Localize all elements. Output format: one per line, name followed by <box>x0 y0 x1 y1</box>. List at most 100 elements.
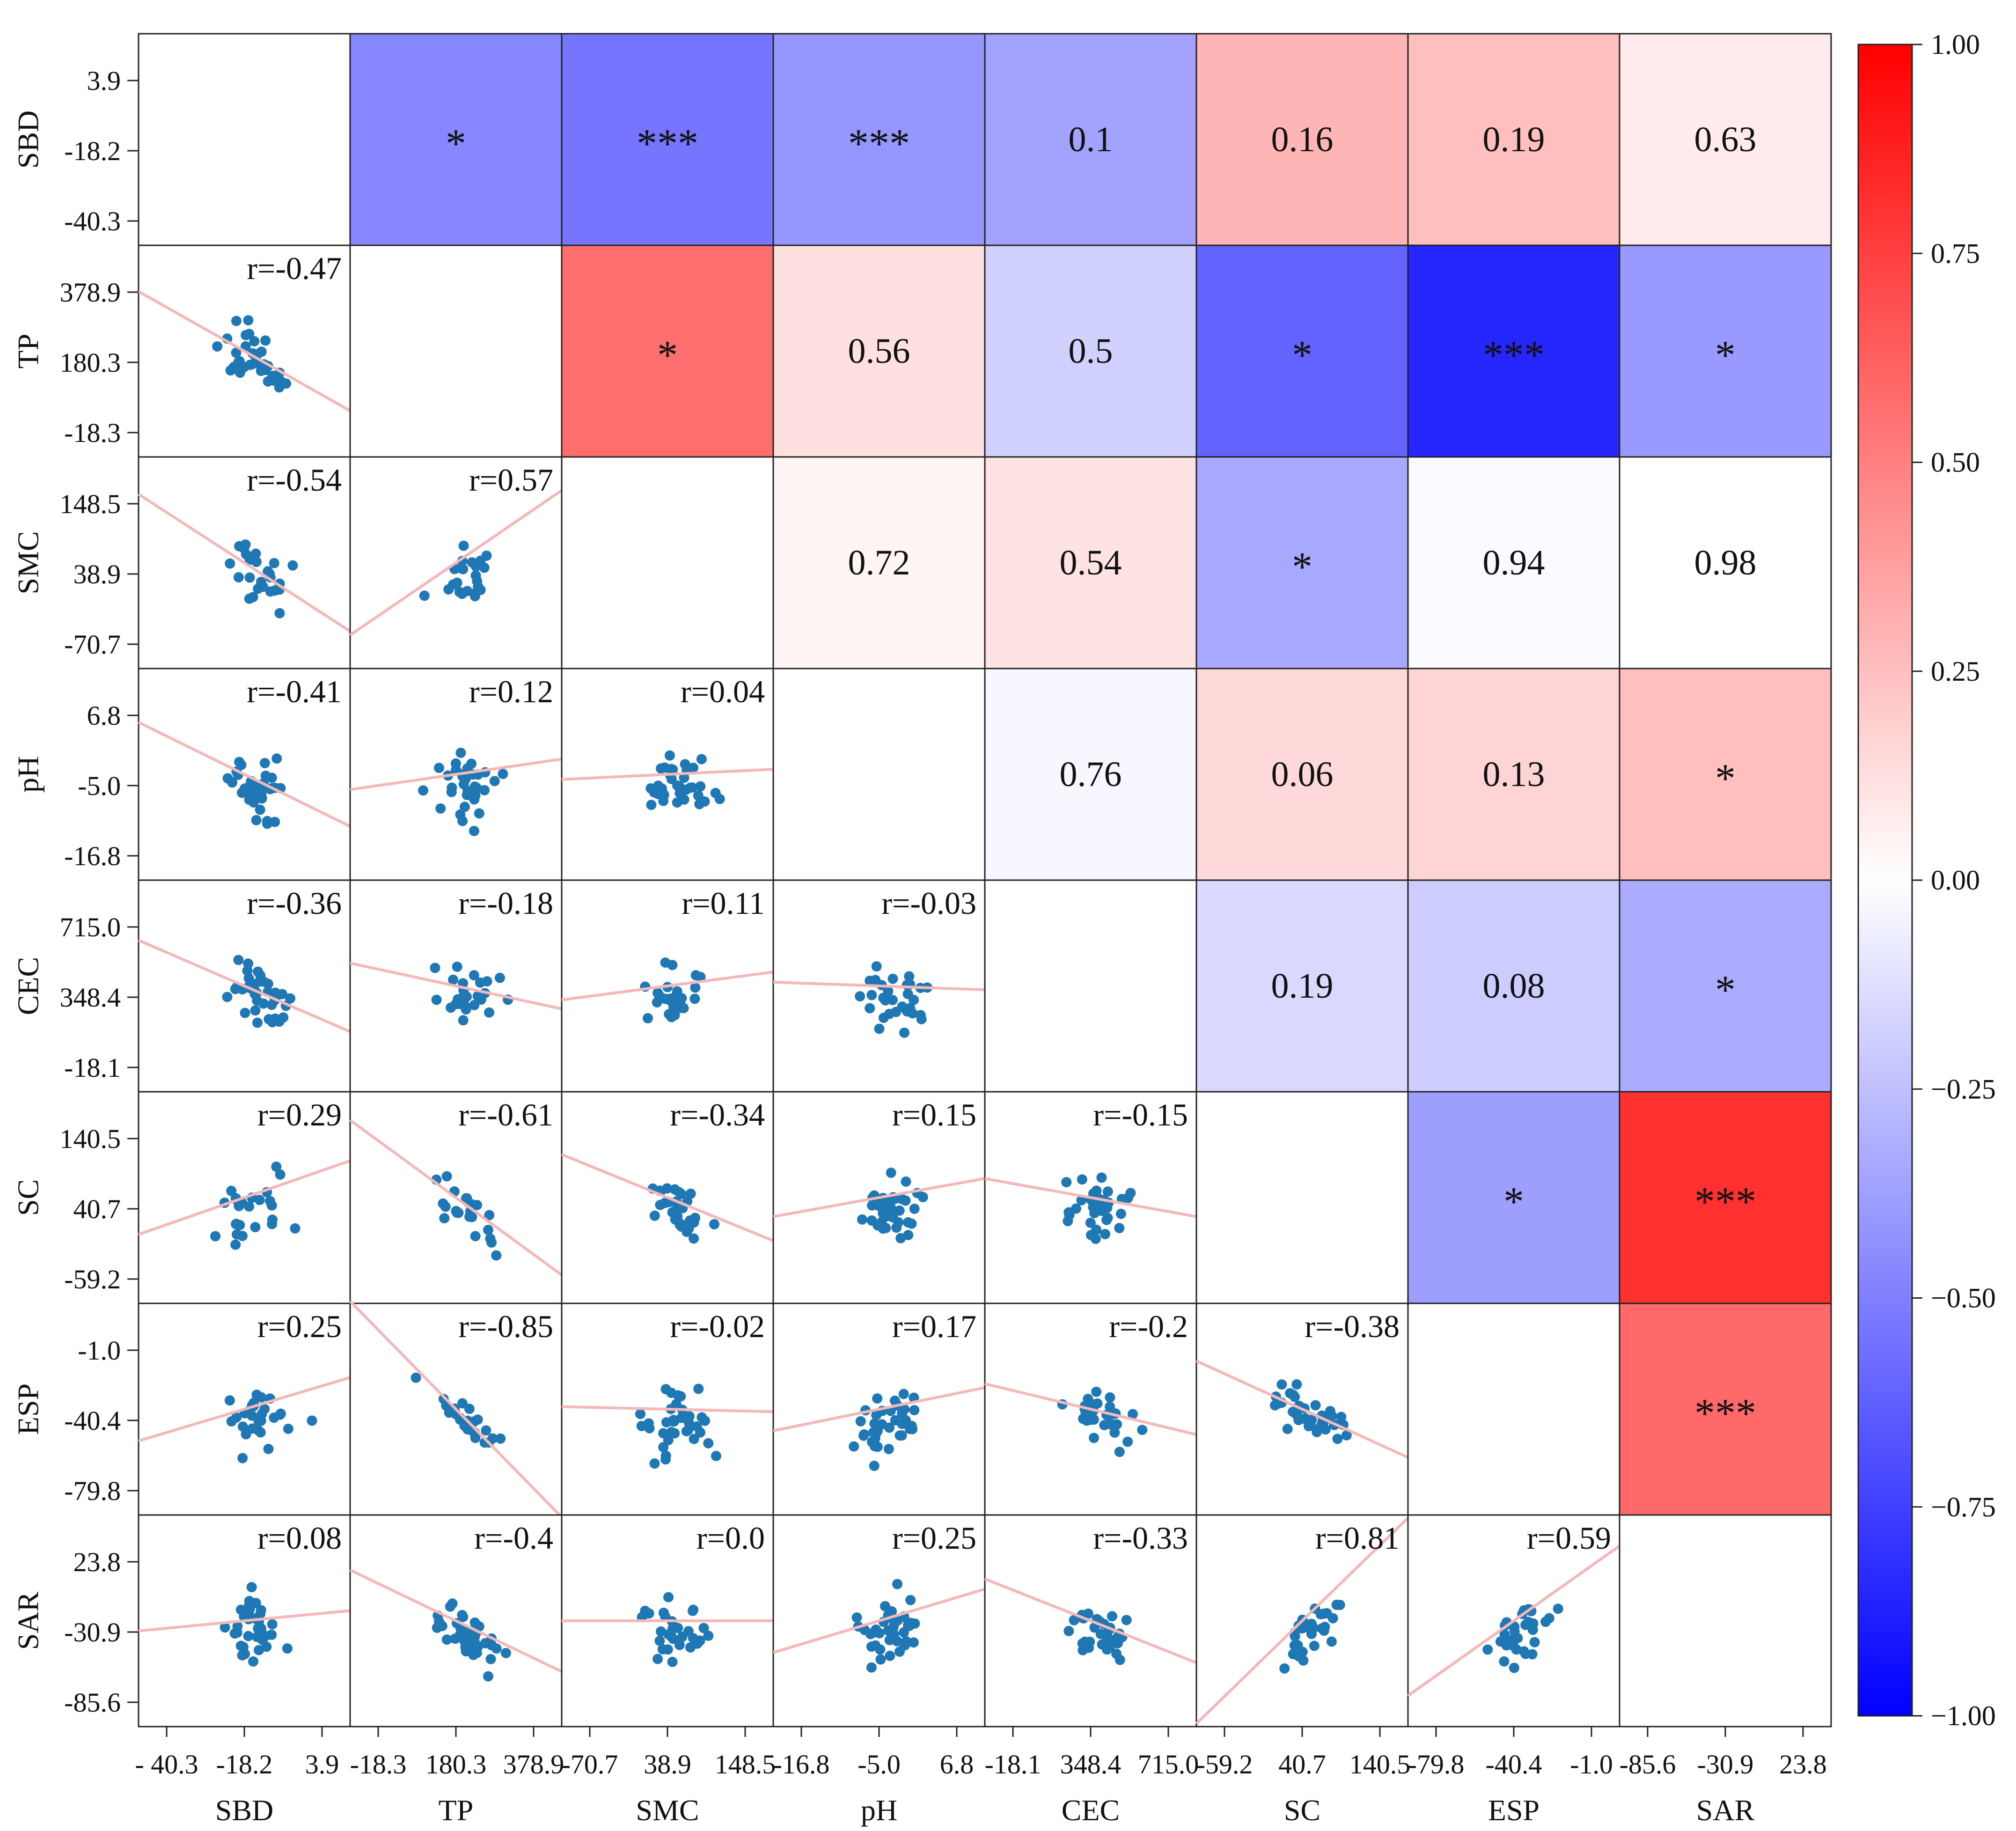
r-label-SMC-SBD: r=-0.54 <box>247 462 342 498</box>
fit-line-SMC-TP <box>349 489 563 637</box>
scatter-points-SAR-SMC <box>637 1592 714 1667</box>
scatter-point <box>1063 1625 1074 1636</box>
pvalue-label-CEC-ESP: 0.08 <box>1483 966 1545 1006</box>
scatter-point <box>455 809 466 820</box>
scatter-point <box>667 764 678 775</box>
scatter-point <box>1288 1649 1298 1660</box>
scatter-point <box>470 1643 481 1654</box>
scatter-point <box>1327 1411 1337 1421</box>
scatter-point <box>658 1607 669 1618</box>
scatter-point <box>274 608 285 618</box>
scatter-point <box>666 1012 677 1022</box>
scatter-point <box>1081 1415 1092 1426</box>
cell-ESP-ESP <box>1407 1302 1620 1516</box>
y-tick-label-SBD-1: -18.2 <box>64 136 121 166</box>
scatter-point <box>231 1412 242 1423</box>
cell-pH-SAR <box>1619 668 1832 881</box>
scatter-point <box>649 1458 660 1469</box>
scatter-point <box>469 1631 480 1642</box>
cell-pH-SC <box>1195 668 1409 881</box>
y-tick-label-ESP-0: -1.0 <box>78 1335 121 1366</box>
scatter-point <box>660 1384 671 1395</box>
scatter-point <box>485 1654 496 1664</box>
colorbar-tick-label-8: −1.00 <box>1931 1700 1996 1731</box>
r-label-CEC-TP: r=-0.18 <box>458 885 553 921</box>
scatter-point <box>1499 1629 1510 1640</box>
pvalue-label-TP-SAR: * <box>1715 333 1736 378</box>
scatter-point <box>693 790 704 801</box>
scatter-point <box>1111 1648 1122 1659</box>
scatter-point <box>857 1214 867 1225</box>
scatter-point <box>893 1217 904 1228</box>
scatter-point <box>1096 1172 1107 1183</box>
pvalue-label-pH-ESP: 0.13 <box>1483 755 1545 794</box>
scatter-point <box>1102 1644 1113 1655</box>
scatter-point <box>703 1438 714 1449</box>
scatter-point <box>266 1200 277 1211</box>
cell-SMC-SAR <box>1619 456 1832 669</box>
scatter-point <box>679 794 689 805</box>
cell-SBD-TP <box>349 33 563 246</box>
r-label-TP-SBD: r=-0.47 <box>247 250 342 286</box>
scatter-point <box>666 1631 677 1642</box>
scatter-point <box>287 560 298 571</box>
scatter-point <box>1520 1648 1531 1659</box>
scatter-point <box>470 561 481 572</box>
y-tick-label-TP-0: 378.9 <box>60 277 121 308</box>
scatter-point <box>689 1434 699 1444</box>
scatter-point <box>498 769 508 779</box>
scatter-point <box>884 1422 895 1433</box>
x-tick-label-SC-2: 140.5 <box>1349 1749 1411 1780</box>
scatter-points-CEC-TP <box>430 962 513 1026</box>
scatter-point <box>231 347 242 358</box>
scatter-point <box>866 990 877 1000</box>
y-tick-label-TP-2: -18.3 <box>64 418 121 448</box>
colorbar-tick-label-6: −0.50 <box>1931 1283 1996 1314</box>
scatter-point <box>635 1409 646 1419</box>
scatter-point <box>271 753 282 764</box>
colorbar-tick-label-0: 1.00 <box>1931 29 1980 60</box>
pvalue-label-CEC-SC: 0.19 <box>1271 966 1334 1006</box>
scatter-point <box>696 1412 707 1423</box>
scatter-point <box>642 1013 653 1023</box>
cell-CEC-ESP <box>1407 879 1620 1093</box>
scatter-point <box>243 315 254 326</box>
scatter-point <box>452 962 462 972</box>
scatter-point <box>244 593 255 604</box>
scatter-point <box>265 586 276 597</box>
pvalue-label-SBD-SC: 0.16 <box>1271 120 1334 159</box>
scatter-point <box>256 366 266 376</box>
scatter-point <box>687 1605 698 1616</box>
scatter-point <box>230 1239 241 1250</box>
scatter-point <box>1293 1415 1304 1426</box>
scatter-point <box>709 1219 719 1229</box>
scatter-point <box>1306 1618 1317 1629</box>
scatter-point <box>278 1012 289 1023</box>
scatter-point <box>655 763 666 774</box>
scatter-point <box>1122 1192 1133 1203</box>
scatter-point <box>690 982 701 993</box>
pvalue-label-SBD-pH: *** <box>848 121 910 167</box>
pvalue-label-TP-SMC: * <box>657 333 678 378</box>
scatter-point <box>269 558 279 568</box>
scatter-point <box>1327 1613 1338 1624</box>
scatter-point <box>695 781 706 792</box>
scatter-points-SC-TP <box>431 1171 502 1261</box>
scatter-point <box>1482 1644 1493 1655</box>
scatter-point <box>887 973 898 984</box>
scatter-point <box>878 993 889 1003</box>
y-tick-label-SAR-2: -85.6 <box>64 1687 121 1718</box>
pvalue-label-SBD-ESP: 0.19 <box>1483 120 1545 159</box>
scatter-point <box>263 978 273 989</box>
scatter-point <box>253 966 264 977</box>
x-tick-label-SMC-1: 38.9 <box>644 1749 691 1780</box>
fit-line-ESP-pH <box>773 1386 985 1433</box>
scatter-point <box>695 1427 705 1438</box>
fit-line-SC-SBD <box>138 1159 351 1236</box>
scatter-point <box>674 1187 684 1198</box>
scatter-point <box>243 958 254 969</box>
scatter-point <box>491 1643 502 1654</box>
cell-SMC-CEC <box>984 456 1197 669</box>
scatter-point <box>644 1608 654 1619</box>
scatter-point <box>1527 1625 1538 1635</box>
